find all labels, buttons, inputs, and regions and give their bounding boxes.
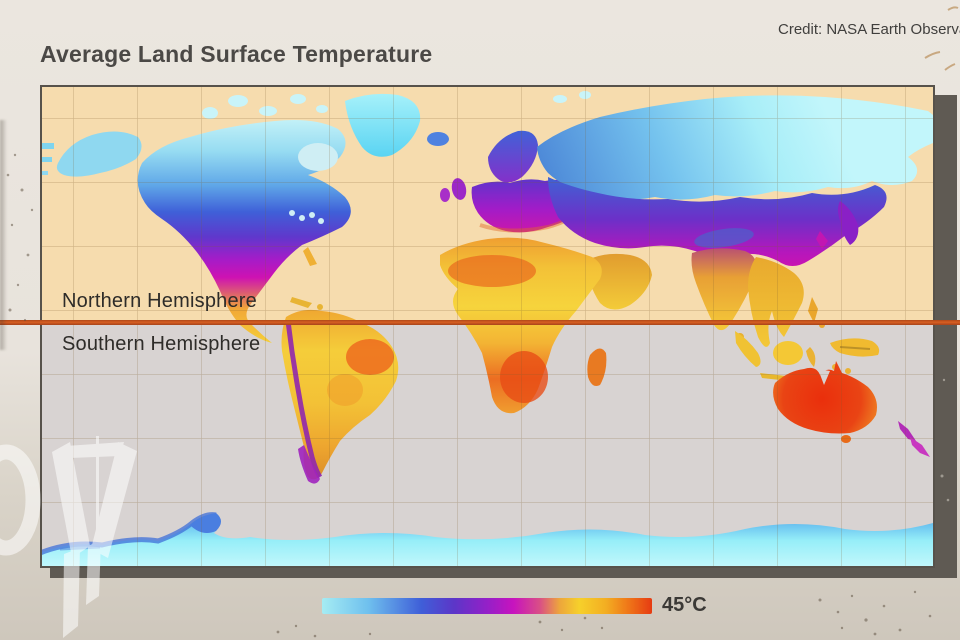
northern-hemisphere-label: Northern Hemisphere bbox=[62, 290, 257, 312]
credit-text: Credit: NASA Earth Observatory bbox=[778, 21, 960, 38]
map-shadow-bottom bbox=[50, 568, 957, 578]
map-shadow-right bbox=[935, 95, 957, 578]
graticule-grid bbox=[40, 85, 935, 568]
map-canvas bbox=[39, 85, 935, 568]
legend-max-label: 45°C bbox=[662, 594, 707, 616]
southern-hemisphere-label: Southern Hemisphere bbox=[62, 333, 261, 355]
world-temperature-map bbox=[39, 85, 935, 568]
equator-line bbox=[0, 320, 960, 325]
map-border bbox=[40, 85, 935, 568]
left-edge-smudge bbox=[0, 120, 7, 350]
page-title: Average Land Surface Temperature bbox=[40, 41, 433, 67]
legend-color-bar bbox=[322, 598, 652, 614]
